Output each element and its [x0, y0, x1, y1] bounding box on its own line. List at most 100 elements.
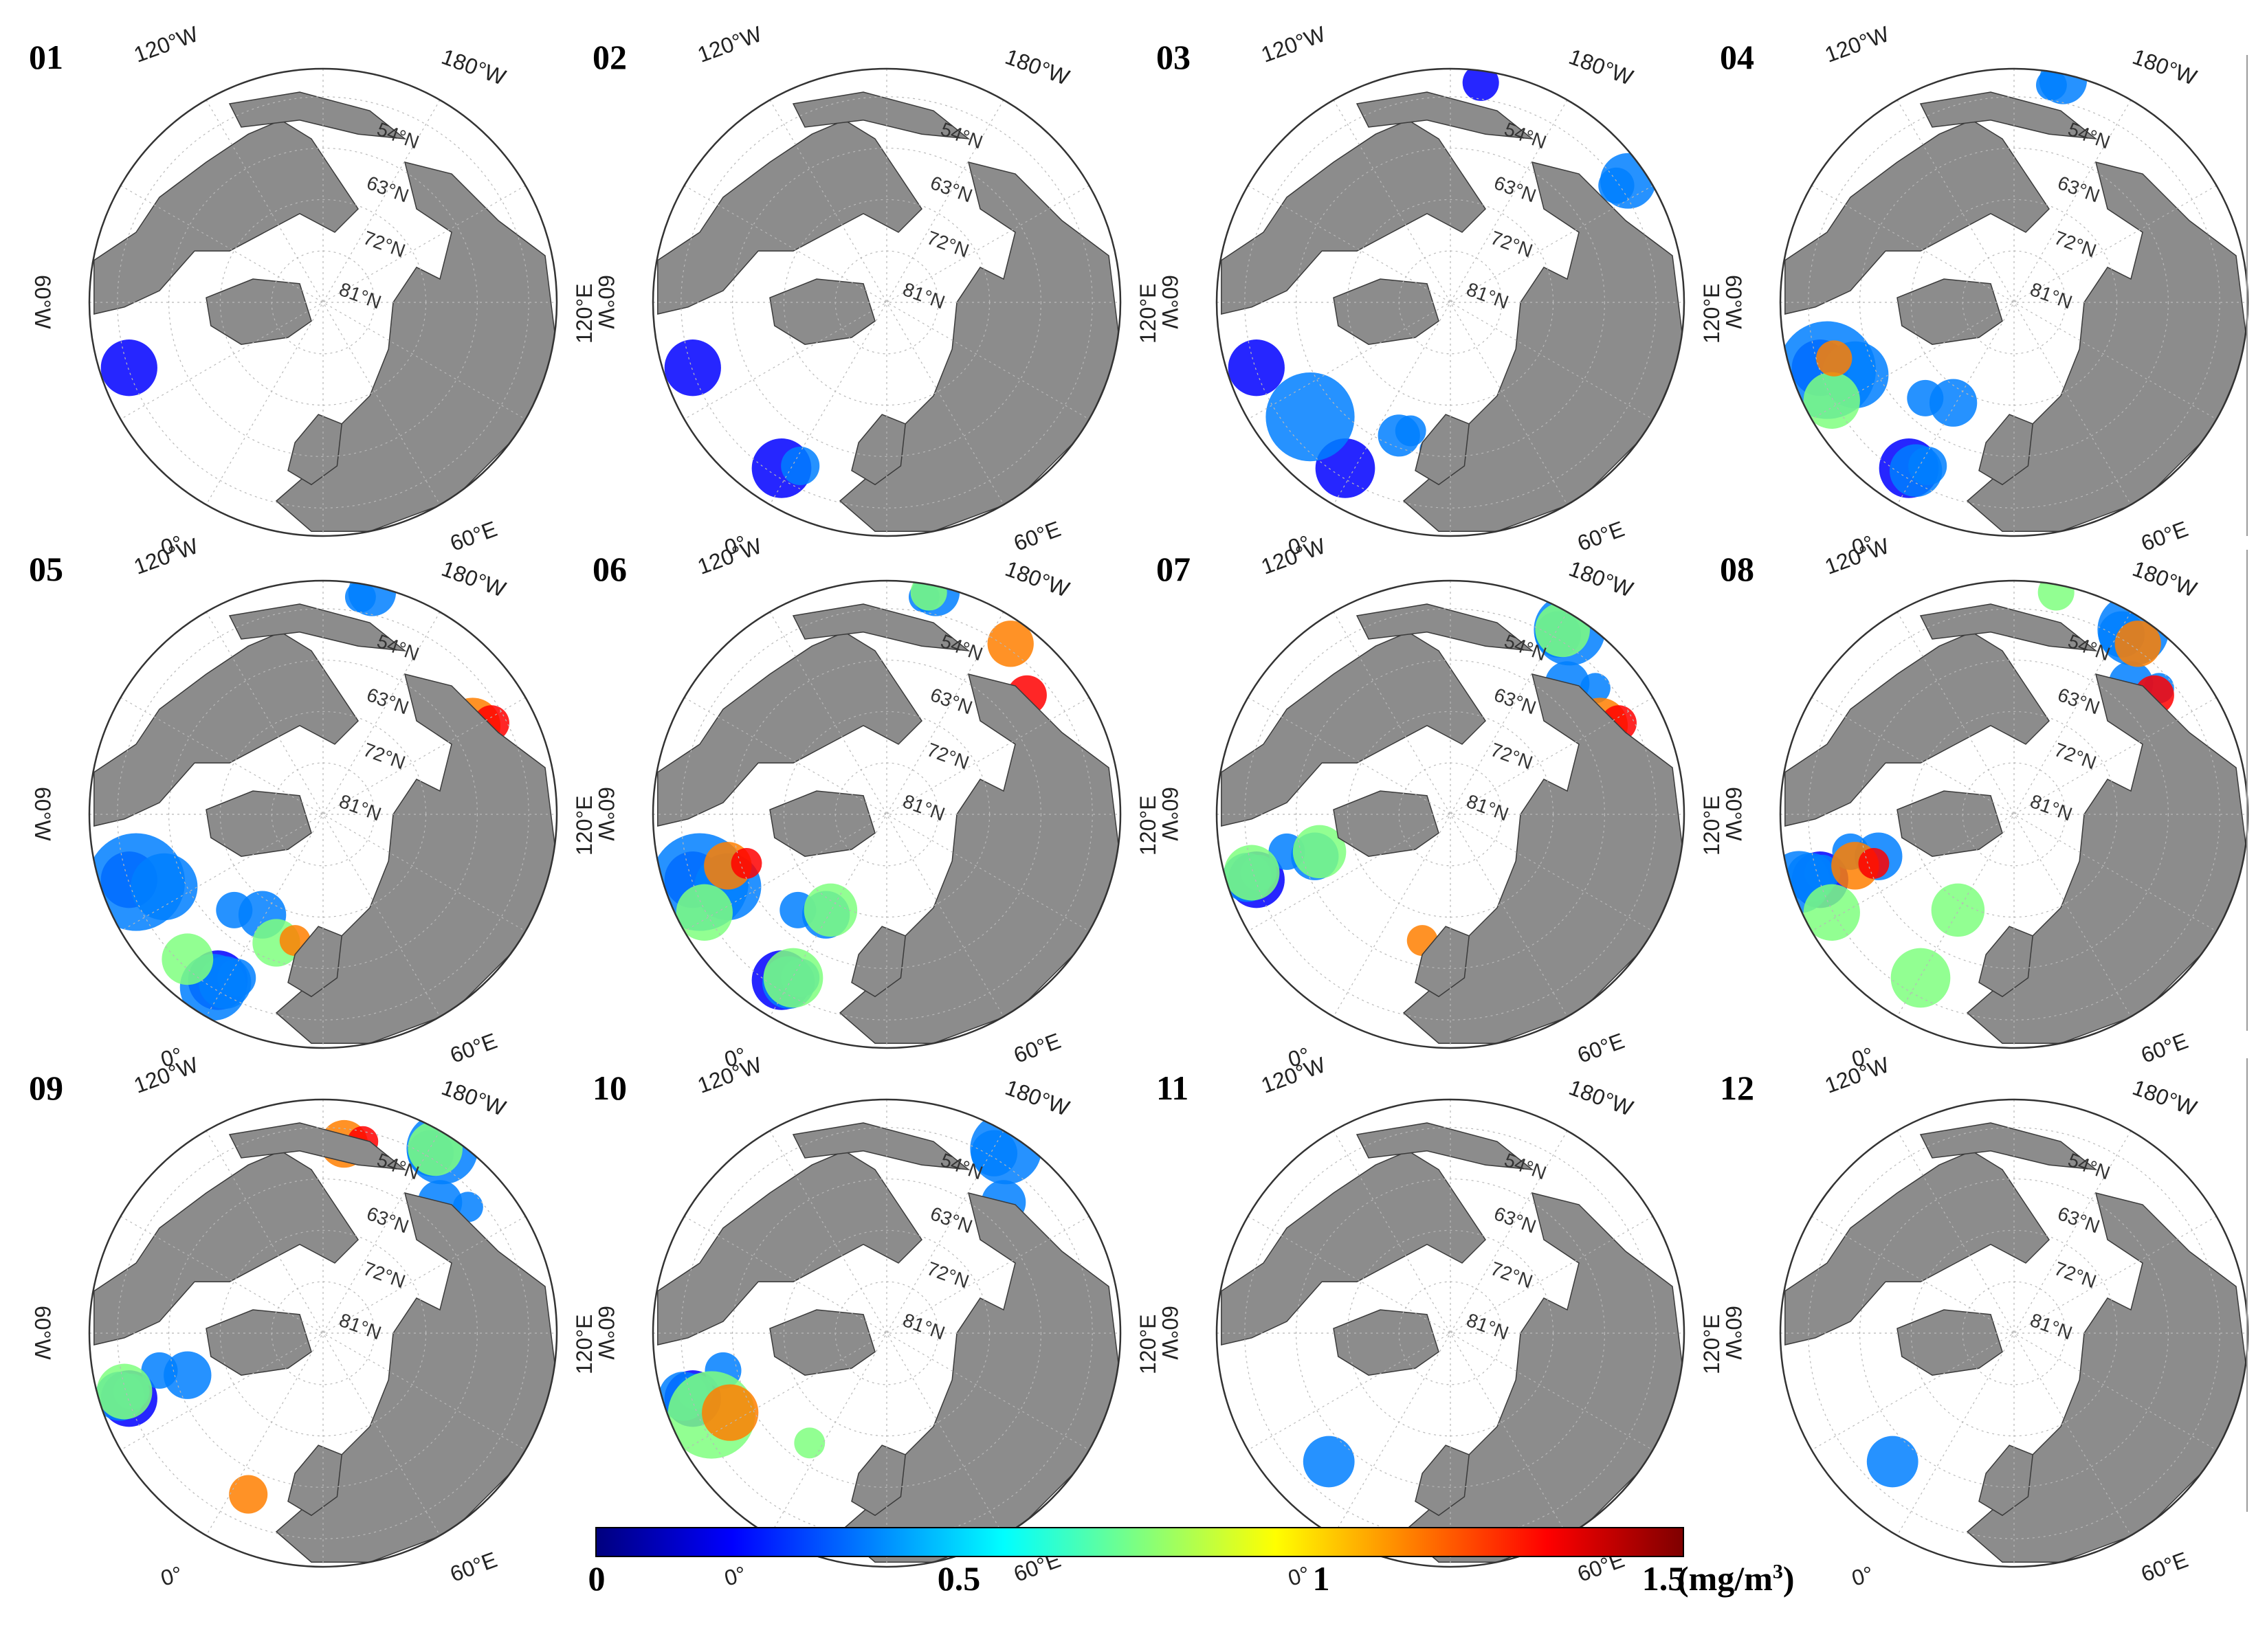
colorbar-tick-0.5: 0.5 — [937, 1559, 981, 1598]
longitude-label-w60: 60°W — [1721, 1306, 1746, 1360]
colorbar-unit: (mg/m3) — [1677, 1559, 1795, 1598]
land-mass — [1333, 790, 1439, 857]
map-frame — [652, 67, 1122, 537]
chlorophyll-patch — [1858, 847, 1890, 879]
latitude-circle — [732, 660, 1041, 969]
land-mass — [287, 1444, 343, 1517]
chlorophyll-patch — [96, 1363, 153, 1420]
map-panel-08: 08 120°W 180°W 120°E 60°W 0° 60°E 54°N 63°N 72°N 8… — [1718, 533, 2267, 1072]
map-frame — [88, 67, 558, 537]
land-mass — [228, 603, 407, 651]
land-mass — [1415, 414, 1470, 486]
map-panel-06: 06 120°W 180°W 120°E 60°W 0° 60°E 54°N 63°N 72°N 8… — [591, 533, 1160, 1072]
chlorophyll-patch — [1803, 372, 1860, 429]
month-label: 08 — [1720, 550, 1754, 588]
meridian-line — [684, 1216, 1090, 1451]
latitude-circle — [1859, 148, 2169, 457]
chlorophyll-patch — [100, 339, 157, 397]
map-panel-04: 04 120°W 180°W 120°E 60°W 0° 60°E 54°N 63°N 72°N 8… — [1718, 21, 2267, 560]
longitude-label-w60: 60°W — [1158, 275, 1182, 329]
map-frame — [1779, 1098, 2249, 1568]
month-label: 04 — [1720, 38, 1754, 76]
land-mass — [851, 1444, 907, 1517]
land-mass — [228, 91, 407, 139]
month-label: 06 — [593, 550, 627, 588]
longitude-label-w60: 60°W — [594, 1306, 619, 1360]
chlorophyll-patch — [1929, 379, 1978, 427]
meridian-line — [206, 100, 441, 505]
longitude-label-w60: 60°W — [1721, 787, 1746, 841]
chlorophyll-patch — [1816, 340, 1853, 377]
land-mass — [1221, 631, 1486, 827]
latitude-circle — [168, 1179, 478, 1488]
chlorophyll-patch — [1265, 372, 1355, 462]
chlorophyll-patch — [731, 847, 762, 879]
chlorophyll-patch — [1931, 883, 1985, 937]
month-label: 07 — [1156, 550, 1191, 588]
map-frame — [652, 579, 1122, 1049]
land-mass — [792, 603, 971, 651]
chlorophyll-patch — [1889, 444, 1943, 498]
land-mass — [1896, 790, 2003, 857]
chlorophyll-patch — [1803, 884, 1860, 941]
meridian-line — [769, 100, 1004, 505]
chlorophyll-patch — [1866, 1436, 1918, 1488]
land-mass — [1784, 119, 2050, 315]
map-panel-05: 05 120°W 180°W 120°E 60°W 0° 60°E 54°N 63°N 72°N 8… — [27, 533, 597, 1072]
meridian-line — [1811, 697, 2217, 932]
longitude-label-w60: 60°W — [1158, 787, 1182, 841]
land-mass — [769, 1309, 876, 1376]
meridian-line — [1333, 1130, 1568, 1536]
land-mass — [1978, 926, 2034, 998]
land-mass — [287, 926, 343, 998]
longitude-label-w60: 60°W — [594, 275, 619, 329]
meridian-line — [684, 185, 1090, 420]
map-frame — [88, 579, 558, 1049]
chlorophyll-patch — [1378, 414, 1420, 457]
polar-map-10 — [652, 1098, 1122, 1568]
meridian-line — [1248, 185, 1653, 420]
map-frame — [1215, 1098, 1685, 1568]
land-mass — [851, 414, 907, 486]
chlorophyll-patch — [131, 853, 198, 921]
chlorophyll-patch — [229, 1475, 268, 1514]
meridian-line — [769, 1130, 1004, 1536]
map-frame — [652, 1098, 1122, 1568]
meridian-line — [1248, 1216, 1653, 1451]
land-mass — [1966, 1192, 2248, 1563]
meridian-line — [684, 185, 1090, 420]
land-mass — [839, 673, 1120, 1044]
land-mass — [839, 1192, 1120, 1563]
right-divider-row2 — [2246, 550, 2248, 1031]
meridian-line — [769, 100, 1004, 505]
chlorophyll-patch — [971, 1130, 1018, 1176]
meridian-line — [206, 612, 441, 1017]
month-label: 09 — [29, 1069, 63, 1107]
polar-map-11 — [1215, 1098, 1685, 1568]
land-mass — [275, 161, 557, 532]
longitude-label-w60: 60°W — [594, 787, 619, 841]
meridian-line — [1811, 1216, 2217, 1451]
latitude-circle — [1859, 1179, 2169, 1488]
land-mass — [1415, 1444, 1470, 1517]
chlorophyll-patch — [781, 446, 820, 486]
meridian-line — [120, 185, 526, 420]
meridian-line — [1896, 100, 2132, 505]
meridian-line — [684, 697, 1090, 932]
land-mass — [287, 414, 343, 486]
land-mass — [1402, 1192, 1684, 1563]
map-frame — [88, 1098, 558, 1568]
land-mass — [1966, 161, 2248, 532]
land-mass — [1333, 1309, 1439, 1376]
unit-prefix: (mg/m — [1677, 1559, 1773, 1598]
map-panel-02: 02 120°W 180°W 120°E 60°W 0° 60°E 54°N 63°N 72°N 8… — [591, 21, 1160, 560]
land-mass — [228, 1122, 407, 1170]
meridian-line — [1811, 1216, 2217, 1451]
latitude-circle — [732, 1179, 1041, 1488]
chlorophyll-patch — [162, 933, 214, 985]
polar-map-02 — [652, 67, 1122, 537]
land-mass — [1896, 278, 2003, 345]
land-mass — [1919, 1122, 2098, 1170]
month-label: 12 — [1720, 1069, 1754, 1107]
map-panel-09: 09 120°W 180°W 120°E 60°W 0° 60°E 54°N 63°N 72°N 8… — [27, 1052, 597, 1591]
